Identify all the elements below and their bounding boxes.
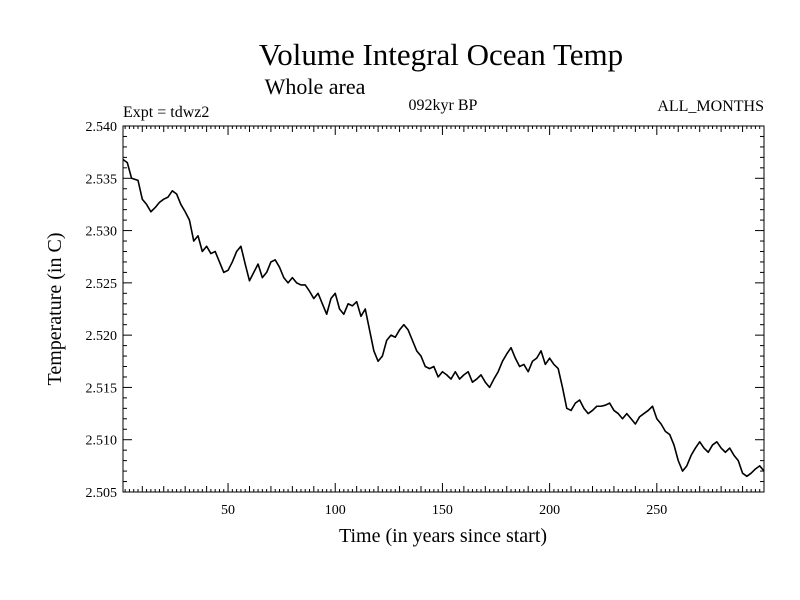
plot-area: 50 100 150 200 250 2.505 2.510 2.515 2.520 2.525 2… — [86, 120, 765, 518]
y-tick-label: 2.535 — [86, 172, 118, 187]
x-tick-label: 50 — [221, 503, 235, 518]
y-axis-title: Temperature (in C) — [44, 233, 66, 386]
chart-subtitle: Whole area — [265, 74, 366, 99]
x-tick-label: 150 — [432, 503, 453, 518]
x-tick-label: 200 — [539, 503, 560, 518]
y-tick-label: 2.530 — [86, 225, 118, 240]
x-tick-label: 100 — [325, 503, 346, 518]
y-tick-label: 2.540 — [86, 120, 118, 135]
months-label: ALL_MONTHS — [657, 98, 764, 115]
experiment-label: Expt = tdwz2 — [123, 104, 209, 121]
x-tick-label: 250 — [646, 503, 667, 518]
y-tick-label: 2.510 — [86, 434, 118, 449]
period-label: 092kyr BP — [409, 97, 478, 114]
y-tick-label: 2.520 — [86, 329, 118, 344]
x-axis-title: Time (in years since start) — [339, 525, 547, 547]
plot-frame — [122, 125, 765, 493]
y-tick-label: 2.525 — [86, 277, 118, 292]
axis-ticks — [123, 125, 765, 493]
chart-title: Volume Integral Ocean Temp — [259, 37, 623, 72]
y-tick-label: 2.505 — [86, 486, 118, 501]
tick-labels: 50 100 150 200 250 2.505 2.510 2.515 2.520 2.525 2… — [86, 120, 668, 518]
temperature-series-line — [122, 158, 765, 478]
y-tick-label: 2.515 — [86, 381, 118, 396]
